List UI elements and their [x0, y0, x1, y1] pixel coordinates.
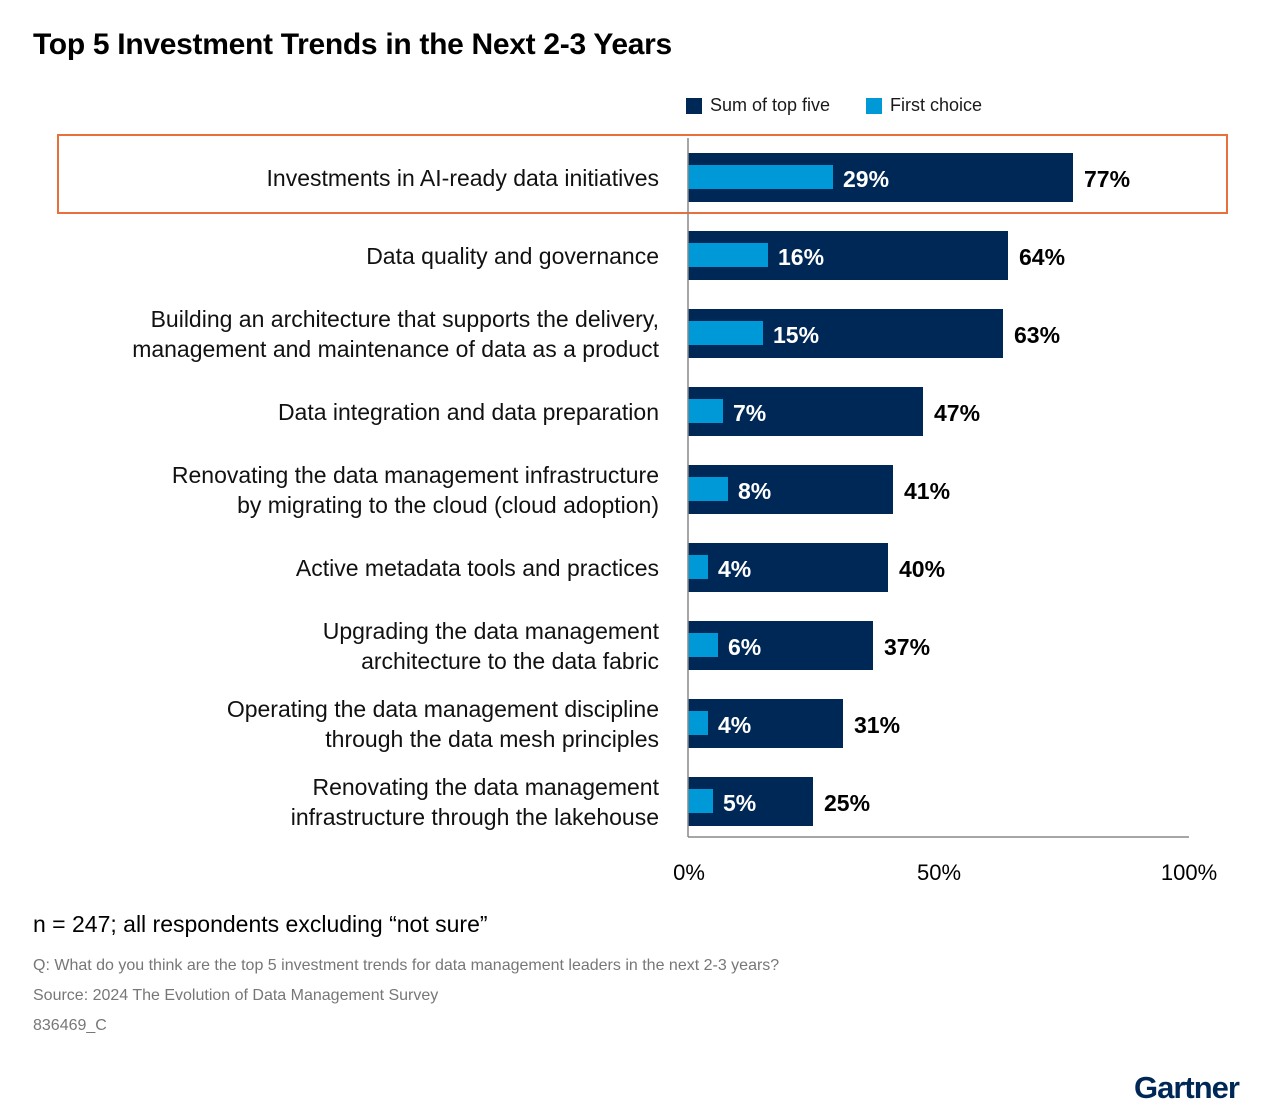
- highlight-box: [57, 134, 1228, 214]
- label-first-choice: 5%: [723, 790, 756, 816]
- label-first-choice: 15%: [773, 322, 819, 348]
- label-sum-of-top-five: 40%: [899, 556, 945, 582]
- category-label-line: through the data mesh principles: [325, 726, 659, 752]
- figure-code: 836469_C: [33, 1017, 107, 1034]
- category-label: Operating the data management discipline…: [227, 694, 659, 754]
- category-label-line: Data integration and data preparation: [277, 399, 659, 425]
- chart-title: Top 5 Investment Trends in the Next 2-3 …: [33, 28, 672, 61]
- label-first-choice: 29%: [843, 166, 889, 192]
- category-label-line: Investments in AI-ready data initiatives: [266, 165, 659, 191]
- legend-item-first: First choice: [866, 95, 982, 116]
- category-label-line: by migrating to the cloud (cloud adoptio…: [237, 492, 659, 518]
- legend-swatch-sum: [686, 97, 702, 114]
- legend-item-sum: Sum of top five: [686, 95, 830, 116]
- category-label: Building an architecture that supports t…: [132, 304, 659, 364]
- label-sum-of-top-five: 25%: [824, 790, 870, 816]
- label-first-choice: 16%: [778, 244, 824, 270]
- category-label-line: Operating the data management discipline: [226, 696, 659, 722]
- category-label-line: management and maintenance of data as a …: [132, 336, 659, 362]
- category-label-line: Building an architecture that supports t…: [150, 306, 659, 332]
- bar-first-choice: [688, 555, 708, 579]
- category-label: Active metadata tools and practices: [296, 553, 659, 583]
- bar-first-choice: [688, 243, 768, 267]
- bar-first-choice: [688, 321, 763, 345]
- category-label: Data quality and governance: [366, 241, 659, 271]
- label-sum-of-top-five: 37%: [884, 634, 930, 660]
- label-first-choice: 7%: [733, 400, 766, 426]
- question-text: Q: What do you think are the top 5 inves…: [33, 957, 780, 974]
- category-label: Upgrading the data management architectur…: [323, 616, 659, 676]
- label-sum-of-top-five: 77%: [1084, 166, 1130, 192]
- category-label: Renovating the data management infrastruc…: [291, 772, 659, 832]
- category-label-line: Upgrading the data management: [322, 618, 659, 644]
- bar-first-choice: [688, 477, 728, 501]
- sample-note: n = 247; all respondents excluding “not …: [33, 911, 488, 937]
- bar-sum-of-top-five: [688, 621, 873, 670]
- plot-area: 29% 77% 16% 64% 15% 63% 7% 47% 8% 41% 4% 40% 6% 37% 4%…: [687, 138, 1189, 838]
- bar-first-choice: [688, 633, 718, 657]
- bar-first-choice: [688, 399, 723, 423]
- x-tick-0: 0%: [673, 860, 705, 885]
- bar-first-choice: [688, 789, 713, 813]
- category-label-line: infrastructure through the lakehouse: [290, 804, 659, 830]
- label-first-choice: 6%: [728, 634, 761, 660]
- category-label-line: Active metadata tools and practices: [295, 555, 659, 581]
- x-tick-100: 100%: [1160, 860, 1218, 885]
- category-label-line: Data quality and governance: [366, 243, 659, 269]
- category-label: Data integration and data preparation: [278, 397, 659, 427]
- label-sum-of-top-five: 31%: [854, 712, 900, 738]
- gartner-logo: Gartner: [1134, 1070, 1240, 1105]
- label-sum-of-top-five: 63%: [1014, 322, 1060, 348]
- legend-label-first: First choice: [890, 95, 983, 115]
- category-label-line: architecture to the data fabric: [361, 648, 659, 674]
- label-first-choice: 4%: [718, 556, 751, 582]
- label-first-choice: 8%: [738, 478, 771, 504]
- category-label: Investments in AI-ready data initiatives: [267, 163, 659, 193]
- bar-first-choice: [688, 711, 708, 735]
- legend-label-sum: Sum of top five: [710, 95, 831, 115]
- label-sum-of-top-five: 47%: [934, 400, 980, 426]
- bar-sum-of-top-five: [688, 543, 888, 592]
- label-sum-of-top-five: 41%: [904, 478, 950, 504]
- bar-first-choice: [688, 165, 833, 189]
- category-label-line: Renovating the data management: [312, 774, 659, 800]
- bar-sum-of-top-five: [688, 699, 843, 748]
- bar-sum-of-top-five: [688, 387, 923, 436]
- x-tick-50: 50%: [916, 860, 962, 885]
- legend-swatch-first: [866, 97, 882, 114]
- label-first-choice: 4%: [718, 712, 751, 738]
- category-label: Renovating the data management infrastru…: [172, 460, 659, 520]
- category-label-line: Renovating the data management infrastru…: [171, 462, 659, 488]
- source-text: Source: 2024 The Evolution of Data Manag…: [33, 987, 439, 1004]
- label-sum-of-top-five: 64%: [1019, 244, 1065, 270]
